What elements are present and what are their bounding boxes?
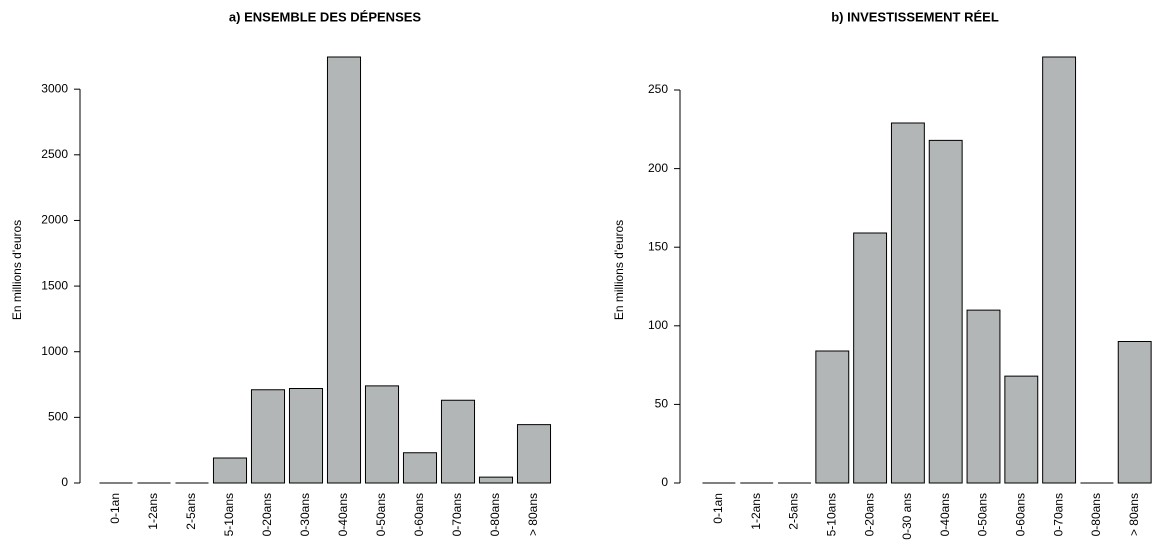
bar bbox=[516, 424, 552, 484]
x-tick-label: 0-30 ans bbox=[900, 493, 914, 540]
x-tick-label: 0-40ans bbox=[938, 493, 952, 536]
chart-title: a) ENSEMBLE DES DÉPENSES bbox=[229, 9, 421, 24]
x-tick-label: 0-50ans bbox=[374, 493, 388, 536]
y-axis-label: En millions d'euros bbox=[10, 220, 24, 320]
x-tick-label: 0-20ans bbox=[862, 493, 876, 536]
bar bbox=[440, 399, 476, 484]
x-tick-label: 0-30ans bbox=[298, 493, 312, 536]
bar bbox=[478, 476, 514, 484]
y-tick-label: 500 bbox=[48, 410, 68, 424]
y-tick-label: 250 bbox=[648, 82, 668, 96]
bar bbox=[326, 56, 362, 484]
x-tick-label: 0-50ans bbox=[976, 493, 990, 536]
x-tick-label: > 80ans bbox=[526, 493, 540, 536]
x-tick-label: 0-40ans bbox=[336, 493, 350, 536]
bar bbox=[402, 452, 438, 484]
y-tick-label: 0 bbox=[61, 475, 68, 489]
bar bbox=[1042, 56, 1077, 484]
x-tick-label: 0-80ans bbox=[488, 493, 502, 536]
bar bbox=[966, 309, 1001, 484]
bar bbox=[364, 385, 400, 484]
bar bbox=[250, 389, 286, 484]
bar bbox=[1004, 375, 1039, 484]
bar bbox=[1117, 341, 1152, 484]
x-tick-label: 5-10ans bbox=[824, 493, 838, 536]
bar bbox=[928, 139, 963, 484]
y-tick-label: 50 bbox=[655, 397, 669, 411]
x-tick-label: 0-60ans bbox=[412, 493, 426, 536]
bar bbox=[815, 350, 850, 484]
chart-title: b) INVESTISSEMENT RÉEL bbox=[831, 9, 999, 24]
y-tick-label: 1500 bbox=[41, 278, 68, 292]
x-tick-label: 1-2ans bbox=[749, 493, 763, 530]
bar bbox=[288, 387, 324, 484]
y-tick-label: 200 bbox=[648, 161, 668, 175]
x-tick-label: 2-5ans bbox=[787, 493, 801, 530]
y-tick-label: 2000 bbox=[41, 213, 68, 227]
y-tick-label: 1000 bbox=[41, 344, 68, 358]
x-tick-label: 0-20ans bbox=[260, 493, 274, 536]
x-tick-label: 0-80ans bbox=[1089, 493, 1103, 536]
x-tick-label: 0-70ans bbox=[1051, 493, 1065, 536]
bar bbox=[853, 232, 888, 484]
bar bbox=[212, 457, 248, 484]
x-tick-label: 5-10ans bbox=[222, 493, 236, 536]
x-tick-label: 0-1an bbox=[711, 493, 725, 524]
bar bbox=[890, 122, 925, 484]
x-tick-label: 0-1an bbox=[108, 493, 122, 524]
x-tick-label: 0-70ans bbox=[450, 493, 464, 536]
x-tick-label: 0-60ans bbox=[1013, 493, 1027, 536]
y-tick-label: 0 bbox=[661, 475, 668, 489]
x-tick-label: 2-5ans bbox=[184, 493, 198, 530]
y-tick-label: 100 bbox=[648, 318, 668, 332]
y-tick-label: 3000 bbox=[41, 81, 68, 95]
x-tick-label: 1-2ans bbox=[146, 493, 160, 530]
x-tick-label: > 80ans bbox=[1127, 493, 1141, 536]
y-tick-label: 150 bbox=[648, 239, 668, 253]
y-axis-label: En millions d'euros bbox=[612, 220, 626, 320]
y-tick-label: 2500 bbox=[41, 147, 68, 161]
